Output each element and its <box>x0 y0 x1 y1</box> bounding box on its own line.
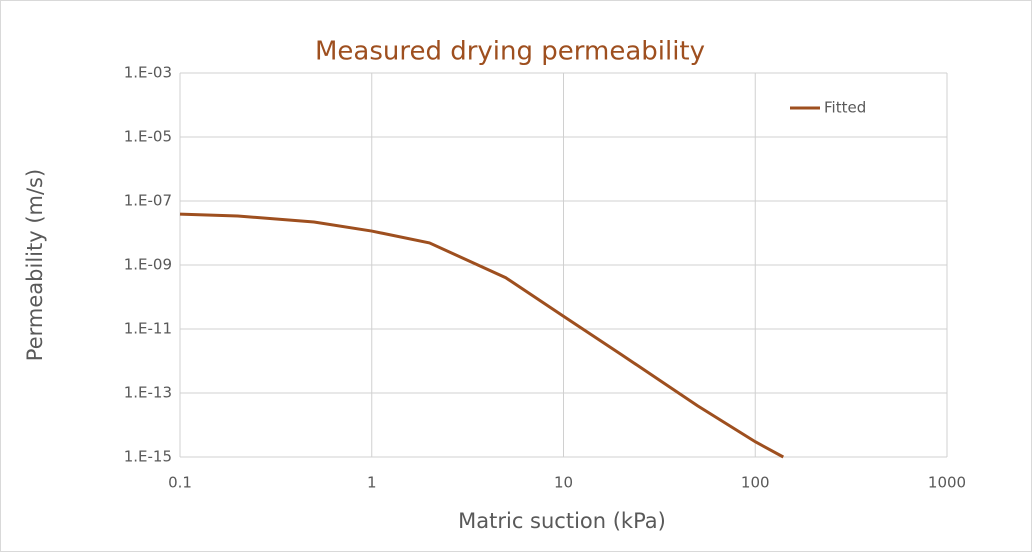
chart-border <box>1 1 1032 552</box>
y-tick-label: 1.E-05 <box>124 128 172 146</box>
x-axis-title: Matric suction (kPa) <box>458 509 666 533</box>
y-tick-label: 1.E-09 <box>124 256 172 274</box>
legend-label: Fitted <box>824 99 866 117</box>
y-tick-label: 1.E-07 <box>124 192 172 210</box>
y-tick-label: 1.E-15 <box>124 448 172 466</box>
chart-title: Measured drying permeability <box>315 37 705 67</box>
x-tick-label: 0.1 <box>168 474 192 492</box>
chart: Measured drying permeability Matric suct… <box>0 0 1033 553</box>
y-axis-title: Permeability (m/s) <box>23 169 47 361</box>
x-tick-label: 100 <box>741 474 770 492</box>
y-tick-label: 1.E-13 <box>124 384 172 402</box>
y-tick-label: 1.E-03 <box>124 64 172 82</box>
x-tick-label: 1000 <box>928 474 966 492</box>
x-tick-label: 1 <box>367 474 377 492</box>
x-tick-label: 10 <box>554 474 573 492</box>
y-tick-label: 1.E-11 <box>124 320 172 338</box>
